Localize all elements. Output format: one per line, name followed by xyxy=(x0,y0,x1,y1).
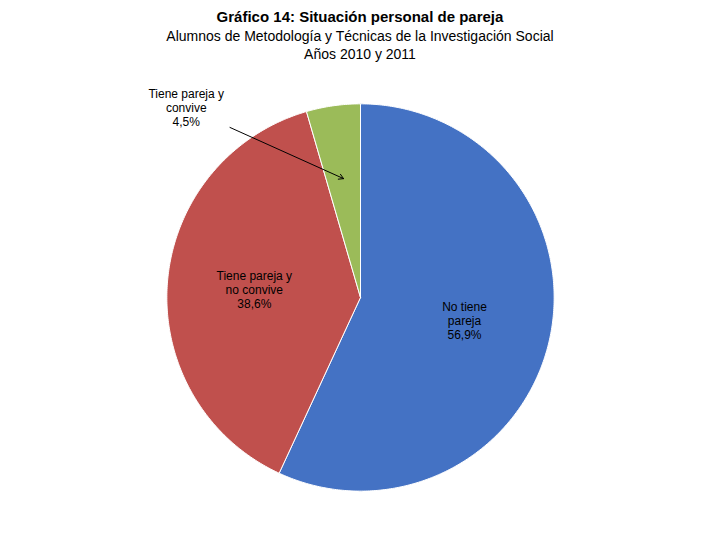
svg-text:Tiene pareja yno convive38,6%: Tiene pareja yno convive38,6% xyxy=(216,269,292,311)
html-text:Alumnos de Metodología y Técni: Alumnos de Metodología y Técnicas de la … xyxy=(166,28,554,44)
html-text:Gráfico 14: Situación personal: Gráfico 14: Situación personal de pareja xyxy=(216,8,504,25)
svg-text:No tienepareja56,9%: No tienepareja56,9% xyxy=(442,300,487,342)
svg-text:Tiene pareja yconvive4,5%: Tiene pareja yconvive4,5% xyxy=(148,87,224,129)
html-text:Años 2010 y 2011: Años 2010 y 2011 xyxy=(304,46,416,62)
